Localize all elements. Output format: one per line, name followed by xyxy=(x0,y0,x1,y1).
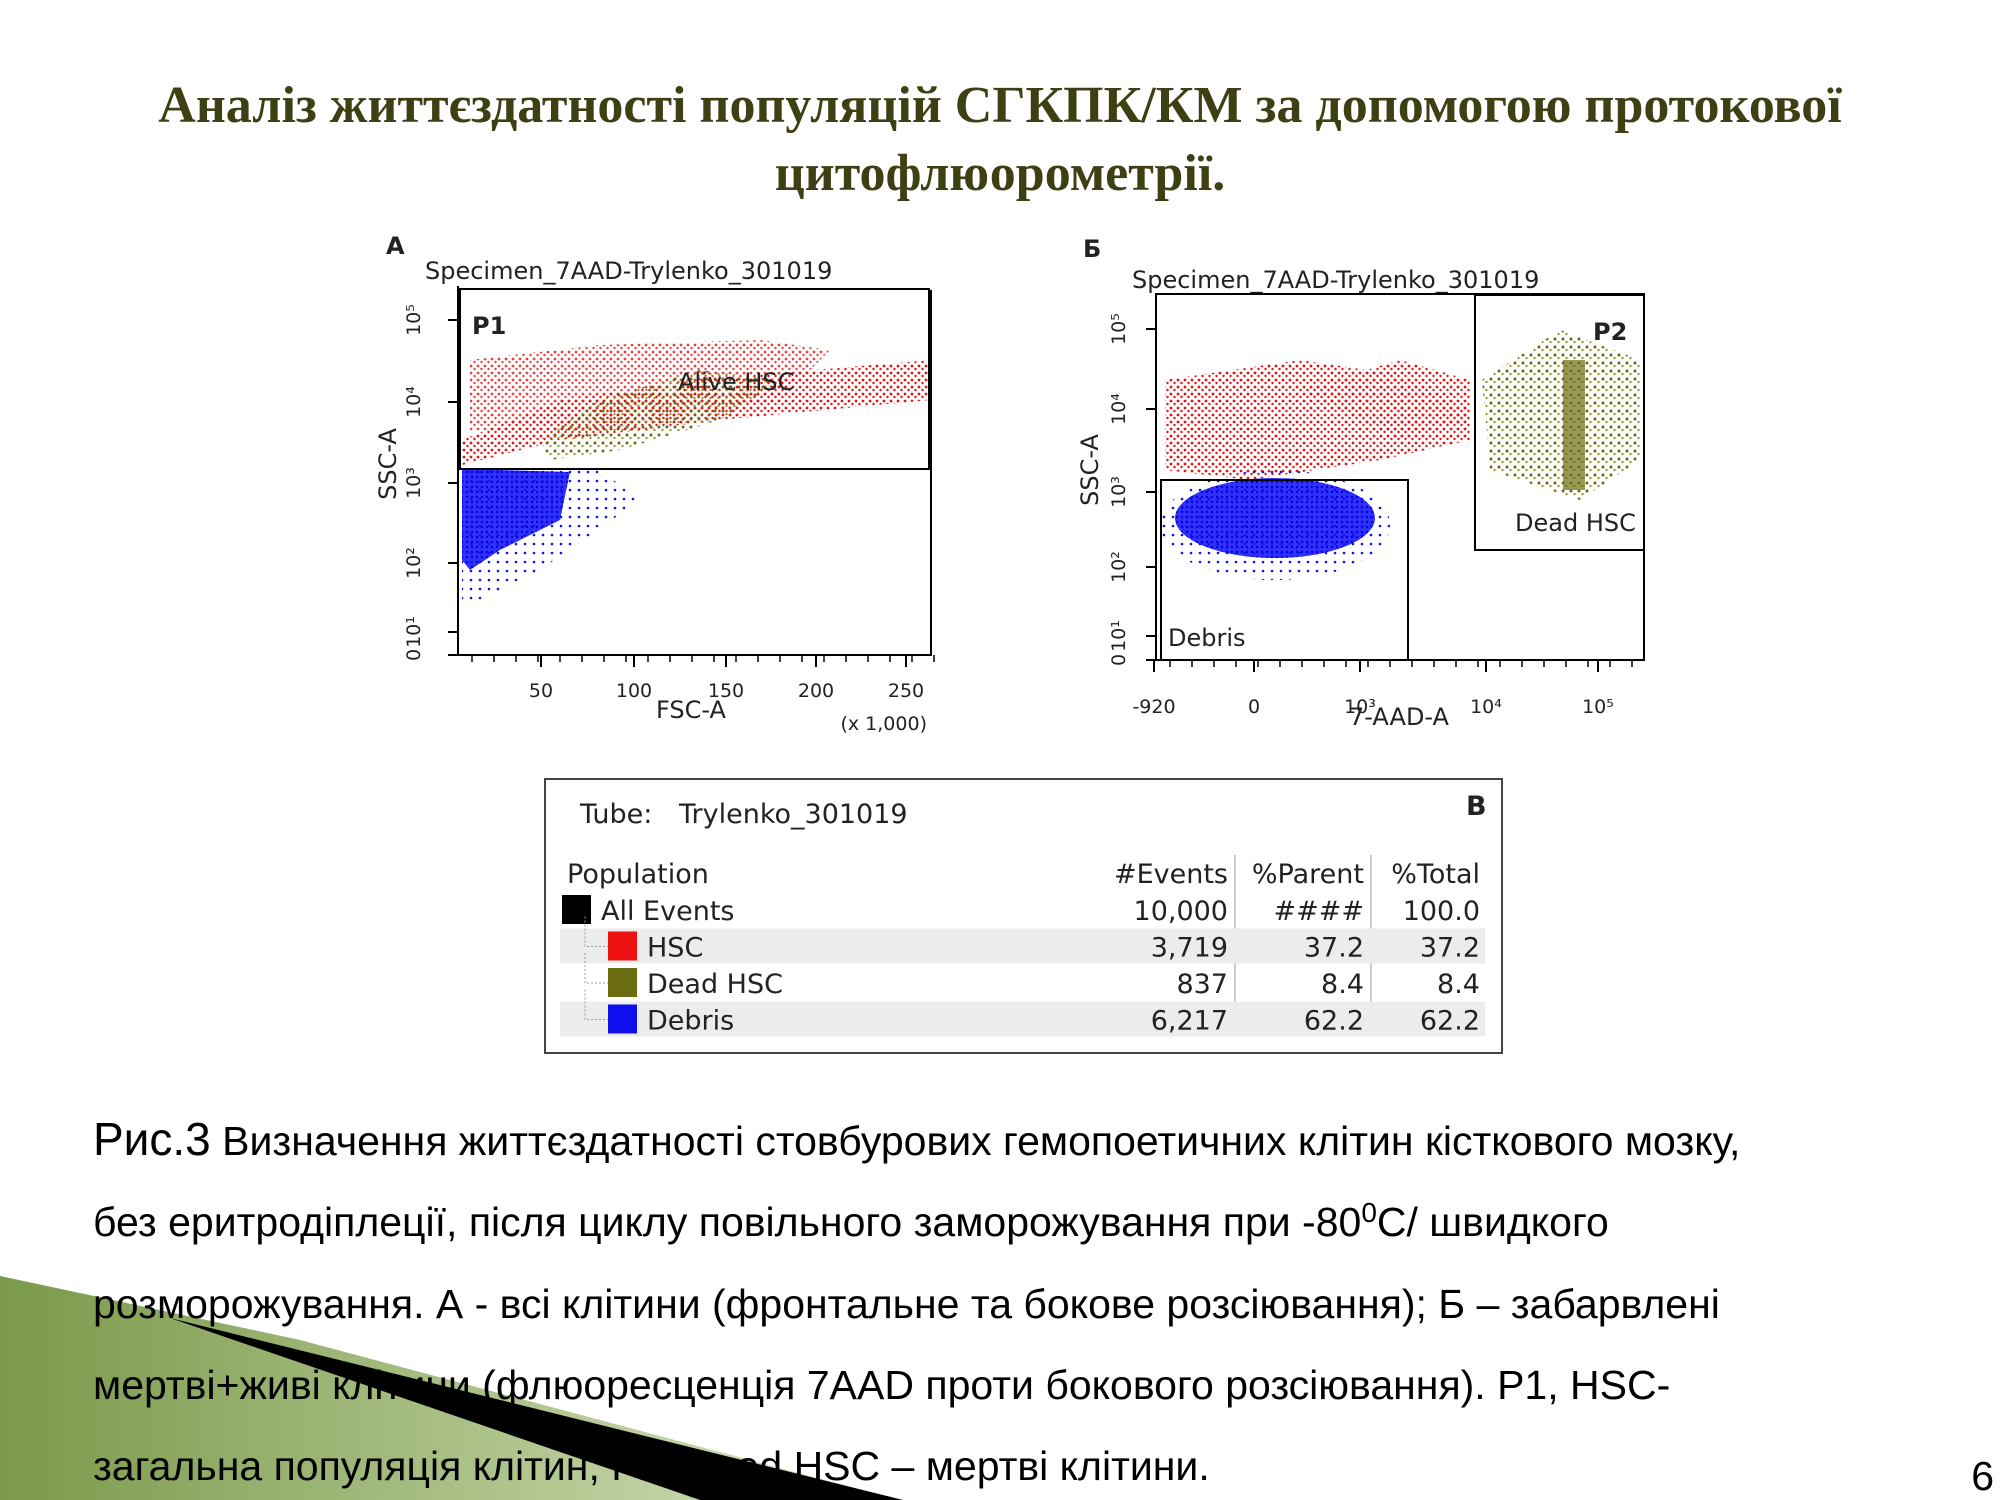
specimen: Specimen_7AAD-Trylenko_301019 xyxy=(1132,266,1539,294)
y-tick-label: 10⁵ xyxy=(1108,313,1130,345)
caption-text: без еритродіплеції, після циклу повільно… xyxy=(93,1199,1361,1245)
y-tick-label: 10⁴ xyxy=(1108,393,1130,425)
column-header: Population xyxy=(567,859,709,890)
plot-b: Б Specimen_7AAD-Trylenko_301019 P2 Dead … xyxy=(1076,235,1645,731)
y-tick-label: 10¹ xyxy=(1108,620,1130,652)
caption-line: Рис.3 Визначення життєздатності стовбуро… xyxy=(93,1113,1740,1165)
color-swatch xyxy=(608,931,637,961)
color-swatch xyxy=(562,895,591,924)
cloud-olive xyxy=(1563,360,1585,490)
y-tick-label: 10³ xyxy=(1108,476,1130,508)
table-cell: 62.2 xyxy=(1420,1006,1480,1037)
tube-label: Tube: xyxy=(579,799,652,830)
column-header: %Parent xyxy=(1252,859,1364,890)
table-cell: 6,217 xyxy=(1151,1006,1228,1037)
y-tick-label: 10² xyxy=(1108,551,1130,583)
panel-label: Б xyxy=(1083,235,1101,263)
panel-label: А xyxy=(386,232,405,260)
table-cell: 37.2 xyxy=(1420,933,1480,964)
gate-label: P2 xyxy=(1593,318,1627,346)
gate xyxy=(459,288,930,470)
annotation: Alive HSC xyxy=(678,368,794,396)
caption-line: розморожування. А - всі клітини (фронтал… xyxy=(93,1281,1720,1327)
y-tick-label: 0 xyxy=(403,649,425,661)
axes xyxy=(457,286,932,656)
x-tick-label: 200 xyxy=(798,680,834,702)
table-cell: 62.2 xyxy=(1304,1006,1364,1037)
x-tick-label: 10⁴ xyxy=(1470,696,1502,718)
title-line: Аналіз життєздатності популяцій СГКПК/КМ… xyxy=(158,77,1842,134)
gate-label: P1 xyxy=(472,312,506,340)
x-tick-label: 0 xyxy=(1248,696,1260,718)
x-tick-label: 150 xyxy=(708,680,744,702)
x-axis-title: 7-AAD-A xyxy=(1349,703,1450,731)
population-name: Dead HSC xyxy=(647,969,783,1000)
caption-text: Визначення життєздатності стовбурових ге… xyxy=(222,1118,1740,1164)
cloud-blue xyxy=(1160,470,1390,580)
tree-line xyxy=(584,916,608,947)
y-tick-label: 10⁵ xyxy=(403,304,425,336)
table-cell: 3,719 xyxy=(1151,933,1228,964)
cloud-olive xyxy=(540,370,780,460)
y-tick-label: 10² xyxy=(403,547,425,579)
table-label: В xyxy=(1466,791,1487,822)
caption-line: мертві+живі клітини (флюоресценція 7AAD … xyxy=(93,1362,1670,1408)
table-cell: 100.0 xyxy=(1403,896,1480,927)
gate xyxy=(1160,479,1409,661)
x-tick-label: 10⁵ xyxy=(1582,696,1614,718)
column-header: #Events xyxy=(1114,859,1228,890)
title-line: цитофлюорометрії. xyxy=(775,145,1225,202)
color-swatch xyxy=(608,1004,637,1034)
tree-line xyxy=(584,989,608,1020)
table-cell: #### xyxy=(1274,896,1365,927)
decor-stroke xyxy=(170,1318,903,1500)
table-cell: 8.4 xyxy=(1437,969,1480,1000)
x-tick-label: 50 xyxy=(529,680,553,702)
tube-name: Trylenko_301019 xyxy=(678,799,908,830)
x-unit: (x 1,000) xyxy=(840,713,927,735)
y-tick-label: 0 xyxy=(1108,654,1130,666)
table-cell: 8.4 xyxy=(1321,969,1364,1000)
caption-text: С/ швидкого xyxy=(1377,1199,1609,1245)
gate xyxy=(1474,294,1645,551)
cloud-olive xyxy=(1482,330,1640,500)
caption-line: без еритродіплеції, після циклу повільно… xyxy=(93,1197,1609,1245)
population-name: Debris xyxy=(647,1006,734,1037)
x-axis-title: FSC-A xyxy=(656,696,727,724)
plot-a: А Specimen_7AAD-Trylenko_301019 P1 Alive… xyxy=(374,232,935,735)
cloud-red xyxy=(1300,360,1470,440)
figure-label: Рис.3 xyxy=(93,1113,211,1165)
y-tick-label: 10¹ xyxy=(403,616,425,648)
y-tick-label: 10³ xyxy=(403,467,425,499)
tree-line xyxy=(584,953,608,984)
table-cell: 37.2 xyxy=(1304,933,1364,964)
annotation: Dead HSC xyxy=(1515,509,1636,537)
color-swatch xyxy=(608,968,637,997)
caption: Рис.3 Визначення життєздатності стовбуро… xyxy=(93,1113,1740,1489)
table: Tube: Trylenko_301019 В Population #Event… xyxy=(544,778,1503,1054)
specimen: Specimen_7AAD-Trylenko_301019 xyxy=(425,257,832,285)
annotation: Debris xyxy=(1168,624,1246,652)
caption-line: загальна популяція клітин, P2, Dead HSC … xyxy=(93,1443,1210,1489)
y-axis-title: SSC-A xyxy=(1076,434,1104,506)
population-name: HSC xyxy=(647,933,703,964)
column-header: %Total xyxy=(1391,859,1480,890)
x-tick-label: 100 xyxy=(616,680,652,702)
population-name: All Events xyxy=(601,896,734,927)
page-number: 6 xyxy=(1971,1453,1994,1499)
x-tick-label: 10³ xyxy=(1344,696,1376,718)
superscript: 0 xyxy=(1361,1197,1377,1228)
cloud-blue xyxy=(462,469,640,600)
table-cell: 10,000 xyxy=(1134,896,1228,927)
x-tick-label: -920 xyxy=(1132,696,1175,718)
table-cell: 837 xyxy=(1176,969,1228,1000)
x-tick-label: 250 xyxy=(888,680,924,702)
row-shade xyxy=(560,1001,1485,1037)
row-shade xyxy=(560,928,1485,964)
y-axis-title: SSC-A xyxy=(374,428,402,500)
y-tick-label: 10⁴ xyxy=(403,386,425,418)
